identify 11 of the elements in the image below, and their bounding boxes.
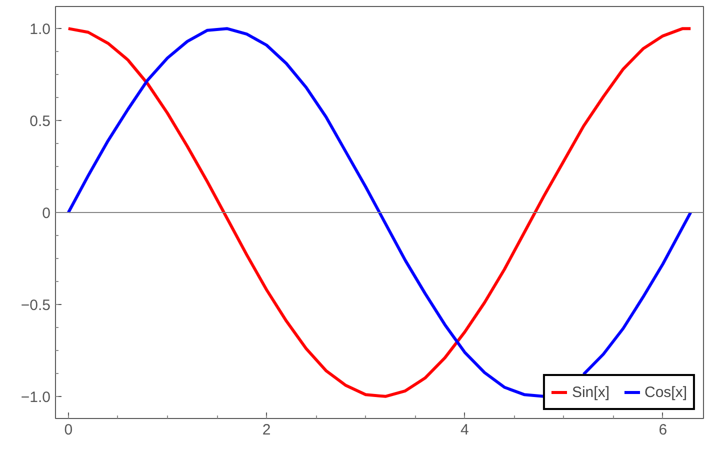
y-tick-label: 0.5 [30, 113, 51, 130]
x-tick-label: 2 [262, 422, 271, 438]
x-tick-label: 4 [460, 422, 469, 438]
y-tick-label: 1.0 [30, 21, 51, 38]
y-tick-label: −1.0 [20, 388, 51, 406]
legend-label: Cos[x] [644, 384, 687, 400]
y-tick-label: 0 [42, 205, 50, 222]
legend-label: Sin[x] [572, 384, 610, 400]
x-tick-label: 6 [658, 422, 668, 438]
x-tick-label: 0 [64, 422, 73, 438]
y-tick-label: −0.5 [20, 296, 51, 314]
